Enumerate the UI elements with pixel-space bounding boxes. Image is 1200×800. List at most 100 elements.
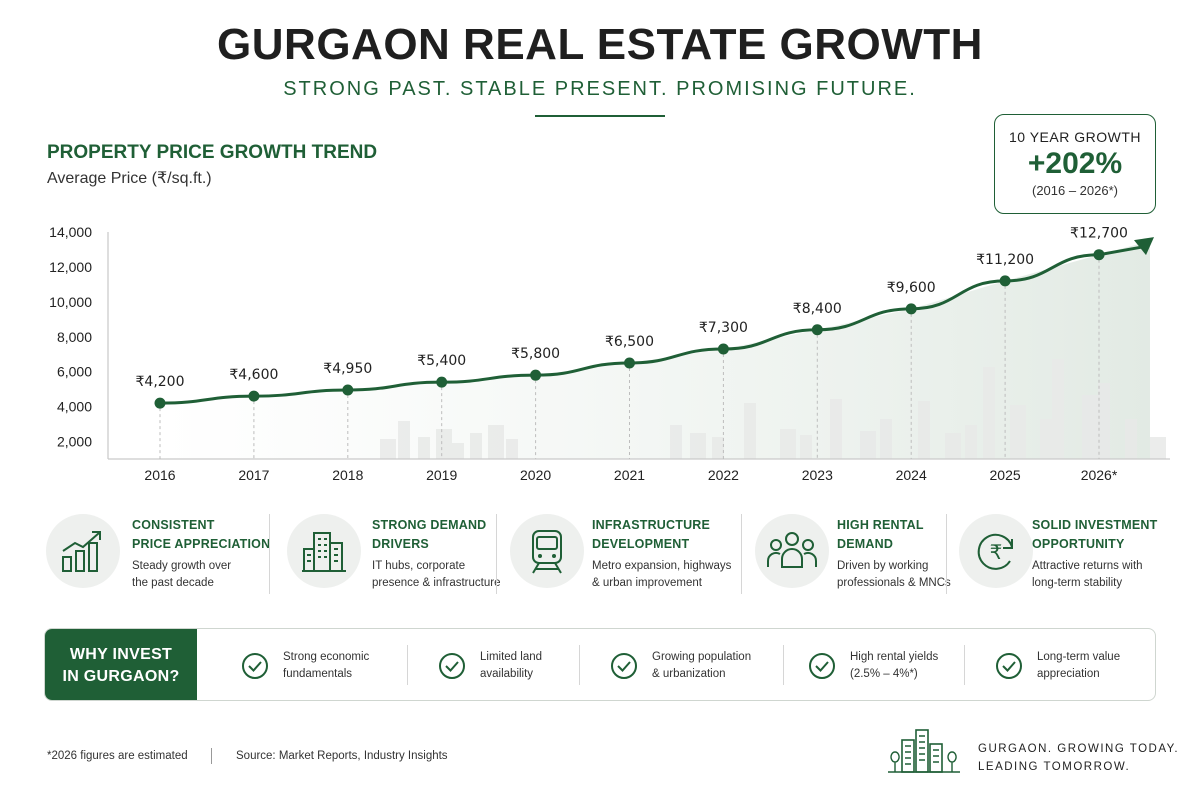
x-tick-label: 2019 bbox=[426, 467, 457, 483]
feature-title: HIGH RENTAL DEMAND bbox=[837, 518, 924, 551]
city-logo-icon bbox=[888, 729, 960, 773]
feature-desc: Steady growth over the past decade bbox=[132, 560, 232, 589]
footnote: *2026 figures are estimated bbox=[47, 750, 188, 762]
feature-divider bbox=[496, 514, 497, 594]
y-tick-label: 4,000 bbox=[57, 399, 92, 415]
svg-text:₹: ₹ bbox=[990, 540, 1003, 564]
feature-icon-circle: ₹ bbox=[959, 514, 1033, 588]
feature-desc: Driven by working professionals & MNCs bbox=[837, 560, 951, 589]
feature-title: INFRASTRUCTURE DEVELOPMENT bbox=[592, 518, 711, 551]
source-note: Source: Market Reports, Industry Insight… bbox=[236, 750, 448, 762]
data-label: ₹11,200 bbox=[976, 252, 1034, 268]
x-tick-label: 2016 bbox=[144, 467, 175, 483]
why-invest-label: WHY INVEST IN GURGAON? bbox=[45, 629, 197, 700]
page-subtitle: STRONG PAST. STABLE PRESENT. PROMISING F… bbox=[283, 78, 917, 100]
skyline-building bbox=[380, 439, 396, 459]
skyline-building bbox=[965, 425, 977, 459]
skyline-building bbox=[436, 429, 452, 459]
skyline-building bbox=[712, 437, 724, 459]
skyline-building bbox=[670, 425, 682, 459]
data-label: ₹6,500 bbox=[605, 334, 654, 350]
data-label: ₹4,200 bbox=[136, 374, 185, 390]
why-invest-item: Growing population & urbanization bbox=[610, 629, 751, 700]
trend-arrow-head bbox=[1134, 237, 1154, 256]
why-invest-text: High rental yields (2.5% – 4%*) bbox=[850, 650, 939, 680]
skyline-building bbox=[1125, 419, 1137, 459]
data-point bbox=[811, 324, 823, 336]
skyline-building bbox=[470, 433, 482, 459]
why-invest-text: Limited land availability bbox=[480, 650, 543, 680]
footer-divider bbox=[211, 748, 212, 764]
title-divider bbox=[535, 115, 665, 117]
feature-row: CONSISTENT PRICE APPRECIATION Steady gro… bbox=[40, 508, 1170, 608]
feature-desc: Metro expansion, highways & urban improv… bbox=[592, 560, 732, 589]
data-label: ₹8,400 bbox=[793, 301, 842, 317]
y-tick-label: 10,000 bbox=[49, 294, 92, 310]
feature-divider bbox=[946, 514, 947, 594]
tagline: GURGAON. GROWING TODAY. LEADING TOMORROW… bbox=[978, 743, 1180, 773]
feature-icon-circle bbox=[510, 514, 584, 588]
x-tick-label: 2022 bbox=[708, 467, 739, 483]
skyline-building bbox=[1150, 437, 1166, 459]
x-tick-label: 2026* bbox=[1081, 467, 1118, 483]
check-circle-icon bbox=[611, 652, 637, 679]
skyline-building bbox=[880, 419, 892, 459]
x-tick-label: 2025 bbox=[990, 467, 1021, 483]
why-invest-item: High rental yields (2.5% – 4%*) bbox=[808, 629, 939, 700]
buildings-icon bbox=[302, 532, 346, 572]
data-label: ₹9,600 bbox=[887, 280, 936, 296]
skyline-building bbox=[1082, 395, 1098, 459]
data-point bbox=[154, 397, 166, 409]
feature-title: STRONG DEMAND DRIVERS bbox=[372, 518, 487, 551]
y-tick-label: 2,000 bbox=[57, 434, 92, 450]
metro-train-icon bbox=[532, 530, 562, 574]
skyline-building bbox=[945, 433, 961, 459]
feature-title: CONSISTENT PRICE APPRECIATION bbox=[132, 518, 271, 551]
data-label: ₹12,700 bbox=[1070, 226, 1128, 242]
feature-desc: Attractive returns with long-term stabil… bbox=[1032, 560, 1143, 589]
why-divider bbox=[964, 645, 965, 685]
skyline-building bbox=[506, 439, 518, 459]
data-point bbox=[248, 390, 260, 402]
data-label: ₹4,600 bbox=[229, 367, 278, 383]
feature-title: SOLID INVESTMENT OPPORTUNITY bbox=[1032, 518, 1158, 551]
data-point bbox=[999, 275, 1011, 287]
feature-icon-circle bbox=[46, 514, 120, 588]
data-point bbox=[717, 343, 729, 355]
x-tick-label: 2021 bbox=[614, 467, 645, 483]
growth-range: (2016 – 2026*) bbox=[1031, 183, 1118, 198]
skyline-building bbox=[860, 431, 876, 459]
check-circle-icon bbox=[242, 652, 268, 679]
data-point bbox=[1093, 249, 1105, 261]
data-point bbox=[905, 303, 917, 315]
skyline-building bbox=[800, 435, 812, 459]
x-tick-label: 2024 bbox=[896, 467, 927, 483]
rupee-cycle-icon: ₹ bbox=[977, 533, 1013, 570]
why-invest-panel: WHY INVEST IN GURGAON? Strong economic f… bbox=[44, 628, 1156, 701]
skyline-building bbox=[830, 399, 842, 459]
skyline-building bbox=[1040, 419, 1052, 459]
growth-value: +202% bbox=[1027, 147, 1123, 180]
skyline-building bbox=[1098, 383, 1110, 459]
y-tick-label: 14,000 bbox=[49, 224, 92, 240]
x-tick-label: 2023 bbox=[802, 467, 833, 483]
x-tick-label: 2020 bbox=[520, 467, 551, 483]
why-divider bbox=[407, 645, 408, 685]
data-point bbox=[436, 376, 448, 388]
bar-growth-icon bbox=[62, 531, 101, 572]
check-circle-icon bbox=[439, 652, 465, 679]
y-tick-label: 12,000 bbox=[49, 259, 92, 275]
why-divider bbox=[579, 645, 580, 685]
skyline-building bbox=[918, 401, 930, 459]
skyline-building bbox=[488, 425, 504, 459]
data-point bbox=[342, 384, 354, 396]
growth-label: 10 YEAR GROWTH bbox=[1009, 129, 1141, 145]
x-tick-label: 2017 bbox=[238, 467, 269, 483]
feature-divider bbox=[741, 514, 742, 594]
skyline-building bbox=[418, 437, 430, 459]
price-line-chart: 14,000 12,000 10,000 8,000 6,000 4,000 2,000 20… bbox=[49, 224, 1170, 483]
why-invest-text: Long-term value appreciation bbox=[1037, 650, 1121, 680]
chart-title: PROPERTY PRICE GROWTH TREND bbox=[47, 142, 378, 163]
data-point bbox=[530, 369, 542, 381]
growth-summary-box: 10 YEAR GROWTH +202% (2016 – 2026*) bbox=[994, 114, 1156, 214]
